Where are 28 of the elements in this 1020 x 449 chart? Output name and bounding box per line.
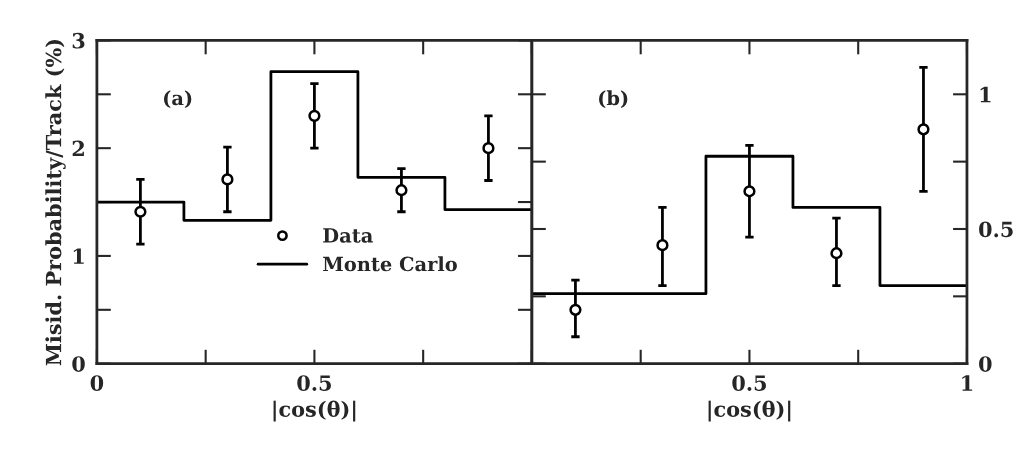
- y-tick-label: 1: [980, 86, 991, 103]
- x-axis-title: |cos(θ)|: [273, 400, 356, 422]
- point: [221, 173, 234, 186]
- point: [830, 247, 843, 260]
- y-tick-label: 2: [72, 140, 84, 157]
- point: [395, 184, 408, 197]
- y-axis-title: Misid. Probability/Track (%): [45, 39, 66, 366]
- x-axis-title: |cos(θ)|: [708, 400, 791, 422]
- legend-label: Data: [323, 228, 373, 243]
- y-tick-label: 3: [72, 32, 85, 49]
- y-tick-label: 0: [979, 356, 992, 372]
- point: [656, 239, 669, 252]
- x-tick-label: 1: [962, 375, 973, 391]
- point: [134, 205, 147, 218]
- legend-label: Monte Carlo: [323, 256, 457, 272]
- point: [917, 123, 930, 136]
- annotation: (a): [163, 90, 192, 109]
- y-tick-label: 0: [72, 356, 85, 372]
- point: [743, 185, 756, 198]
- point: [482, 142, 495, 155]
- y-tick-label: 1: [73, 248, 84, 264]
- point: [308, 109, 321, 122]
- y-tick-label: 0.5: [979, 221, 1013, 238]
- x-tick-label: 0: [90, 375, 104, 391]
- annotation: (b): [599, 90, 628, 109]
- x-tick-label: 0.5: [732, 375, 766, 391]
- x-tick-label: 0.5: [297, 375, 331, 391]
- point: [569, 303, 582, 316]
